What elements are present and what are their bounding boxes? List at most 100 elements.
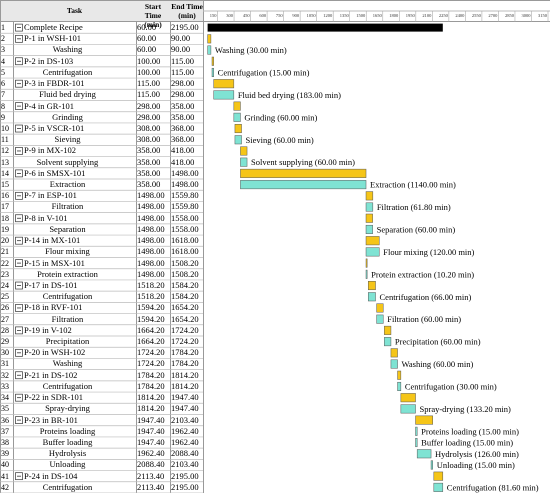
bar-label: Protein extraction (10.20 min) xyxy=(371,269,474,279)
bar-label: Filtration (60.00 min) xyxy=(387,314,461,324)
bar-label: Centrifugation (15.00 min) xyxy=(218,67,310,77)
x-tick-label: 1350 xyxy=(340,13,350,18)
row-number: 3 xyxy=(1,45,5,55)
start-time: 1962.40 xyxy=(137,448,165,459)
start-time: 1947.40 xyxy=(137,414,165,425)
procedure-bar xyxy=(365,213,373,223)
bar-label: Filtration (61.80 min) xyxy=(377,202,451,212)
procedure-bar xyxy=(390,348,398,358)
end-time: 115.00 xyxy=(171,55,195,66)
start-time: 308.00 xyxy=(137,134,161,145)
task-name: Filtration xyxy=(51,201,84,212)
start-time: 308.00 xyxy=(137,122,161,133)
start-time: 1724.20 xyxy=(137,347,165,358)
start-time: 100.00 xyxy=(137,66,161,77)
task-name: P-20 in WSH-102 xyxy=(24,347,86,358)
row-number: 21 xyxy=(1,247,9,257)
task-name: Unloading xyxy=(49,459,86,470)
end-time: 1584.20 xyxy=(171,279,199,290)
start-time: 1498.00 xyxy=(137,235,165,246)
task-name: P-2 in DS-103 xyxy=(24,55,74,66)
end-time: 358.00 xyxy=(171,100,195,111)
row-number: 18 xyxy=(1,213,9,223)
procedure-bar xyxy=(367,281,376,291)
start-time: 1498.00 xyxy=(137,212,165,223)
end-time: 2103.40 xyxy=(171,459,199,470)
bar-label: Sieving (60.00 min) xyxy=(246,135,314,145)
task-name: P-15 in MSX-101 xyxy=(24,257,85,268)
row-number: 11 xyxy=(1,135,9,145)
task-name: P-23 in BR-101 xyxy=(24,414,78,425)
start-time: 358.00 xyxy=(137,167,161,178)
x-tick-label: 1950 xyxy=(406,13,416,18)
column-header: Start Time (min) xyxy=(144,2,162,29)
x-tick-label: 600 xyxy=(259,13,267,18)
start-time: 60.00 xyxy=(137,33,157,44)
task-name: P-3 in FBDR-101 xyxy=(24,78,85,89)
row-number: 23 xyxy=(1,269,9,279)
x-tick-label: 2700 xyxy=(488,13,498,18)
x-tick-label: 2550 xyxy=(472,13,482,18)
task-name: P-8 in V-101 xyxy=(24,212,68,223)
start-time: 1498.00 xyxy=(137,246,165,257)
procedure-bar xyxy=(397,370,402,380)
start-time: 298.00 xyxy=(137,111,161,122)
x-tick-label: 300 xyxy=(226,13,234,18)
bar-label: Hydrolysis (126.00 min) xyxy=(435,449,519,459)
task-name: Centrifugation xyxy=(42,291,93,302)
operation-bar xyxy=(365,202,374,212)
x-tick-label: 1050 xyxy=(307,13,317,18)
row-number: 32 xyxy=(1,370,9,380)
row-number: 22 xyxy=(1,258,9,268)
start-time: 1594.20 xyxy=(137,313,165,324)
end-time: 1962.40 xyxy=(171,436,199,447)
row-number: 41 xyxy=(1,471,9,481)
row-number: 14 xyxy=(1,168,9,178)
end-time: 418.00 xyxy=(171,156,195,167)
end-time: 1814.20 xyxy=(171,369,199,380)
x-tick-label: 2100 xyxy=(422,13,432,18)
row-number: 15 xyxy=(1,180,9,189)
row-number: 7 xyxy=(1,90,5,100)
end-time: 1558.00 xyxy=(171,223,199,234)
start-time: 1498.00 xyxy=(137,190,165,201)
operation-bar xyxy=(400,404,416,414)
row-number: 31 xyxy=(1,359,9,369)
x-tick-label: 1500 xyxy=(356,13,366,18)
bar-label: Proteins loading (15.00 min) xyxy=(421,426,519,436)
start-time: 298.00 xyxy=(137,100,161,111)
end-time: 1654.20 xyxy=(171,302,199,313)
row-number: 27 xyxy=(1,314,9,324)
start-time: 1784.20 xyxy=(137,369,165,380)
x-tick-label: 450 xyxy=(243,13,251,18)
operation-bar xyxy=(213,90,235,100)
task-name: Extraction xyxy=(49,179,86,189)
operation-bar xyxy=(367,292,376,302)
end-time: 115.00 xyxy=(171,66,195,77)
header-bg xyxy=(1,1,203,21)
start-time: 1947.40 xyxy=(137,425,165,436)
end-time: 1784.20 xyxy=(171,347,199,358)
operation-bar xyxy=(234,135,242,145)
x-tick-label: 900 xyxy=(292,13,300,18)
operation-bar xyxy=(416,449,432,459)
procedure-bar xyxy=(213,79,235,89)
operation-bar xyxy=(430,460,433,470)
operation-bar xyxy=(433,482,444,492)
start-time: 2113.40 xyxy=(137,470,165,481)
row-number: 4 xyxy=(1,56,5,66)
bar-label: Precipitation (60.00 min) xyxy=(395,337,481,347)
task-name: Centrifugation xyxy=(42,481,93,492)
operation-bar xyxy=(365,224,373,234)
row-number: 8 xyxy=(1,101,5,111)
end-time: 1724.20 xyxy=(171,336,199,346)
task-name: P-17 in DS-101 xyxy=(24,279,78,290)
task-name: Washing xyxy=(52,358,83,369)
procedure-bar xyxy=(376,303,384,313)
end-time: 1618.00 xyxy=(171,235,199,246)
task-name: Proteins loading xyxy=(39,425,96,436)
task-name: Filtration xyxy=(51,313,84,324)
start-time: 1498.00 xyxy=(137,257,165,268)
row-number: 26 xyxy=(1,303,9,313)
end-time: 1508.20 xyxy=(171,257,199,268)
